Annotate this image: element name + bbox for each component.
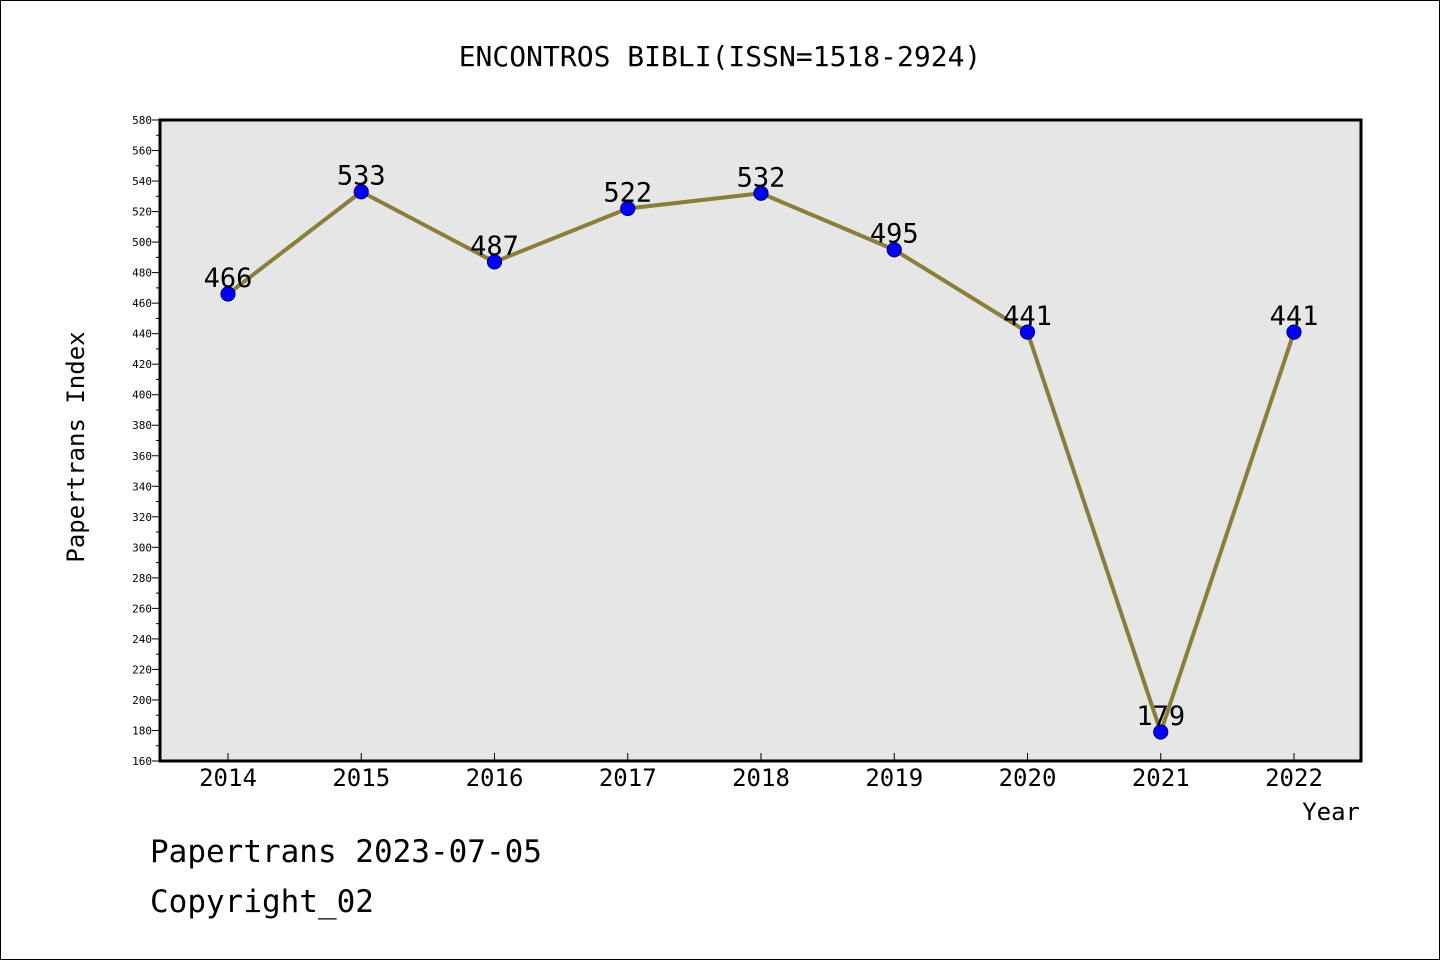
data-point: [1019, 324, 1036, 340]
y-tick-label: 300: [132, 541, 152, 554]
data-point: [220, 286, 236, 302]
data-point: [620, 200, 636, 217]
data-label: 487: [470, 231, 519, 262]
data-label: 532: [737, 162, 786, 193]
x-tick-label: 2016: [466, 764, 524, 792]
x-tick-label: 2018: [732, 764, 790, 792]
data-label: 179: [1136, 701, 1185, 732]
y-tick-label: 260: [132, 602, 152, 615]
data-label: 533: [337, 161, 386, 192]
chart-title: ENCONTROS BIBLI(ISSN=1518-2924): [459, 40, 982, 73]
y-tick-label: 460: [132, 297, 152, 310]
y-tick-label: 220: [132, 663, 152, 676]
y-tick-label: 400: [132, 389, 152, 402]
y-tick-label: 420: [132, 358, 152, 371]
y-tick-label: 500: [132, 236, 152, 249]
data-point: [1153, 724, 1169, 740]
x-tick-label: 2017: [599, 764, 657, 792]
data-label: 495: [870, 219, 919, 250]
y-tick-label: 180: [132, 724, 152, 737]
x-tick-label: 2014: [199, 764, 257, 792]
y-tick-label: 580: [132, 114, 152, 127]
data-label: 522: [603, 178, 652, 209]
x-tick-label: 2022: [1265, 764, 1323, 792]
y-tick-label: 320: [132, 511, 152, 524]
data-point: [753, 185, 769, 201]
y-tick-label: 540: [132, 175, 152, 188]
y-tick-label: 520: [132, 206, 152, 219]
data-label: 441: [1270, 301, 1319, 332]
x-tick-label: 2021: [1132, 764, 1190, 792]
x-tick-label: 2015: [332, 764, 390, 792]
x-axis-ticks: 2014 2015 2016 2017 2018 2019 2020 2021 2022: [199, 753, 1323, 792]
footer-date-line: Papertrans 2023-07-05: [150, 834, 542, 870]
plot-area: [160, 120, 1361, 761]
y-tick-label: 360: [132, 450, 152, 463]
data-label: 466: [204, 263, 253, 294]
data-point: [1286, 324, 1302, 340]
data-point: [353, 184, 369, 200]
data-label: 441: [1003, 301, 1052, 332]
data-point: [486, 254, 503, 270]
y-tick-label: 480: [132, 267, 152, 280]
y-tick-label: 560: [132, 145, 152, 158]
plot-frame: [158, 118, 1363, 763]
data-markers: [220, 184, 1302, 740]
x-tick-label: 2019: [865, 764, 923, 792]
y-tick-label: 440: [132, 328, 152, 341]
y-axis-label: Papertrans Index: [62, 331, 90, 562]
y-tick-label: 340: [132, 480, 152, 493]
y-tick-label: 380: [132, 419, 152, 432]
y-tick-label: 240: [132, 633, 152, 646]
y-tick-label: 280: [132, 572, 152, 585]
x-axis-label: Year: [1302, 798, 1360, 826]
data-point: [886, 242, 902, 258]
y-tick-label: 160: [132, 755, 152, 768]
y-tick-label: 200: [132, 694, 152, 707]
y-axis-ticks: 160 180 200 220 240 260 280 300 320 340 360 380 400 4…: [132, 114, 160, 768]
footer-copyright-line: Copyright_02: [150, 884, 374, 920]
x-tick-label: 2020: [999, 764, 1057, 792]
data-labels: 466 533 487 522 532 495 441 179 441: [204, 161, 1319, 732]
